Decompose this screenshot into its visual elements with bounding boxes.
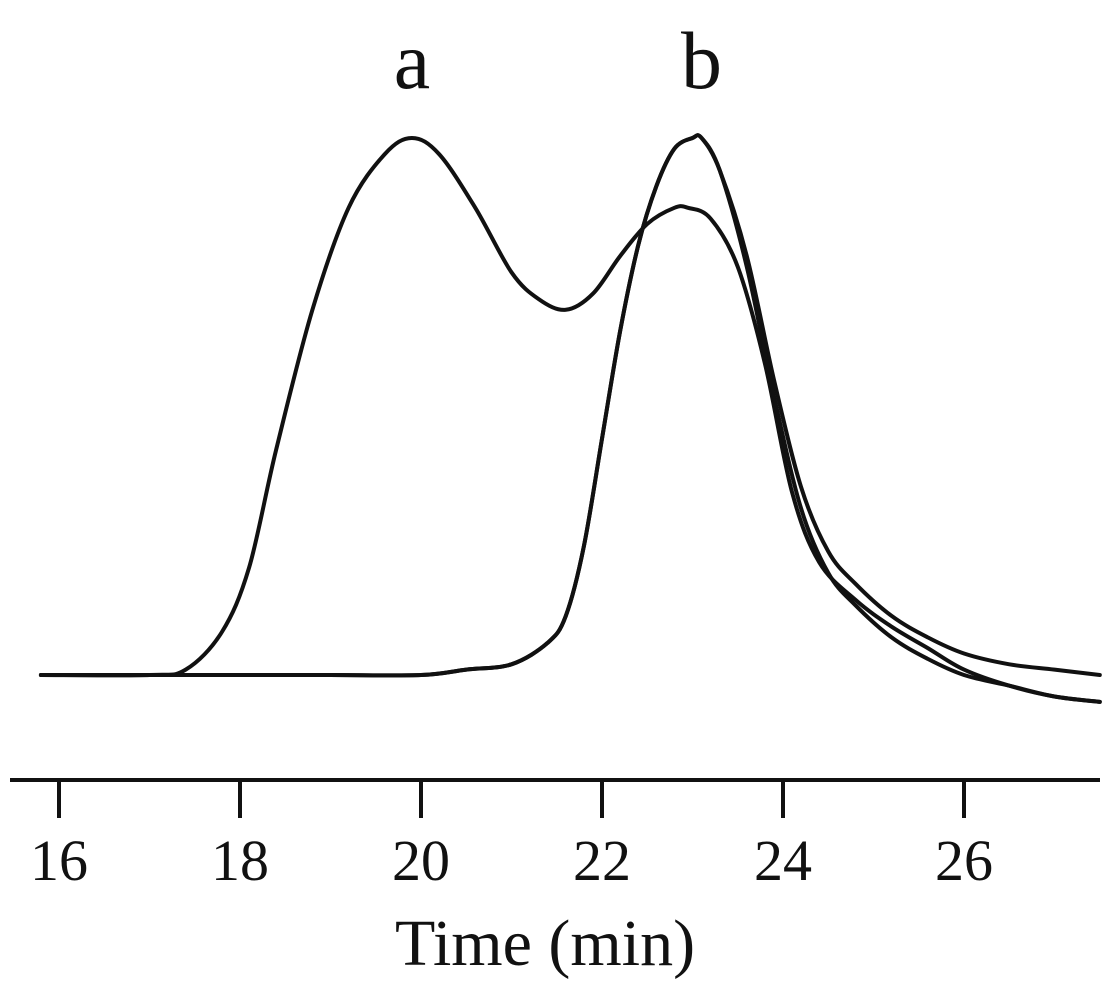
tick-layer: 16 18 20 22 24 26 [30, 780, 993, 893]
x-axis-label: Time (min) [395, 907, 695, 980]
peak-label-b: b [681, 15, 722, 106]
x-tick-label-26: 26 [935, 828, 993, 893]
x-tick-label-16: 16 [30, 828, 88, 893]
x-tick-label-20: 20 [392, 828, 450, 893]
series-line-2 [38, 133, 1102, 678]
peak-label-a: a [394, 15, 430, 106]
x-tick-label-24: 24 [754, 828, 812, 893]
x-tick-label-18: 18 [211, 828, 269, 893]
series-layer [38, 133, 1102, 704]
series-line-3 [38, 133, 1102, 704]
x-tick-label-22: 22 [573, 828, 631, 893]
series-line-1 [38, 136, 1102, 704]
